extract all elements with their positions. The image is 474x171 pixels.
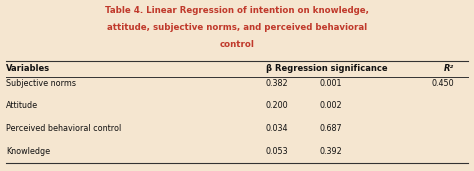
Text: R²: R² xyxy=(444,64,454,74)
Text: Variables: Variables xyxy=(6,64,50,74)
Text: 0.002: 0.002 xyxy=(320,101,343,110)
Text: 0.450: 0.450 xyxy=(431,79,454,88)
Text: β: β xyxy=(265,64,271,74)
Text: 0.392: 0.392 xyxy=(320,147,343,156)
Text: attitude, subjective norms, and perceived behavioral: attitude, subjective norms, and perceive… xyxy=(107,23,367,32)
Text: Perceived behavioral control: Perceived behavioral control xyxy=(6,124,121,133)
Text: 0.001: 0.001 xyxy=(320,79,343,88)
Text: Table 4. Linear Regression of intention on knowledge,: Table 4. Linear Regression of intention … xyxy=(105,6,369,15)
Text: Attitude: Attitude xyxy=(6,101,38,110)
Text: 0.200: 0.200 xyxy=(265,101,288,110)
Text: Regression significance: Regression significance xyxy=(275,64,388,74)
Text: control: control xyxy=(219,40,255,49)
Text: Subjective norms: Subjective norms xyxy=(6,79,76,88)
Text: 0.382: 0.382 xyxy=(265,79,288,88)
Text: Knowledge: Knowledge xyxy=(6,147,50,156)
Text: 0.034: 0.034 xyxy=(265,124,288,133)
Text: 0.687: 0.687 xyxy=(320,124,343,133)
Text: 0.053: 0.053 xyxy=(265,147,288,156)
